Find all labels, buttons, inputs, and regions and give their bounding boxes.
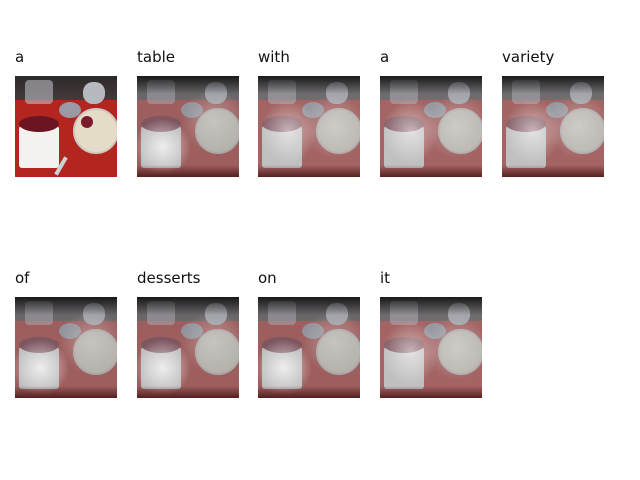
attention-map-thumbnail [137, 297, 239, 398]
word-label: a [15, 48, 25, 66]
attention-map-thumbnail [258, 297, 360, 398]
word-label: variety [502, 48, 555, 66]
word-label: with [258, 48, 290, 66]
attention-map-thumbnail [15, 297, 117, 398]
word-label: table [137, 48, 175, 66]
attention-map-thumbnail [380, 297, 482, 398]
word-label: it [380, 269, 391, 287]
original-photo-thumbnail [15, 76, 117, 177]
word-label: on [258, 269, 277, 287]
word-label: desserts [137, 269, 201, 287]
attention-map-thumbnail [137, 76, 239, 177]
word-label: of [15, 269, 30, 287]
word-label: a [380, 48, 390, 66]
attention-map-thumbnail [258, 76, 360, 177]
attention-map-thumbnail [502, 76, 604, 177]
attention-map-thumbnail [380, 76, 482, 177]
